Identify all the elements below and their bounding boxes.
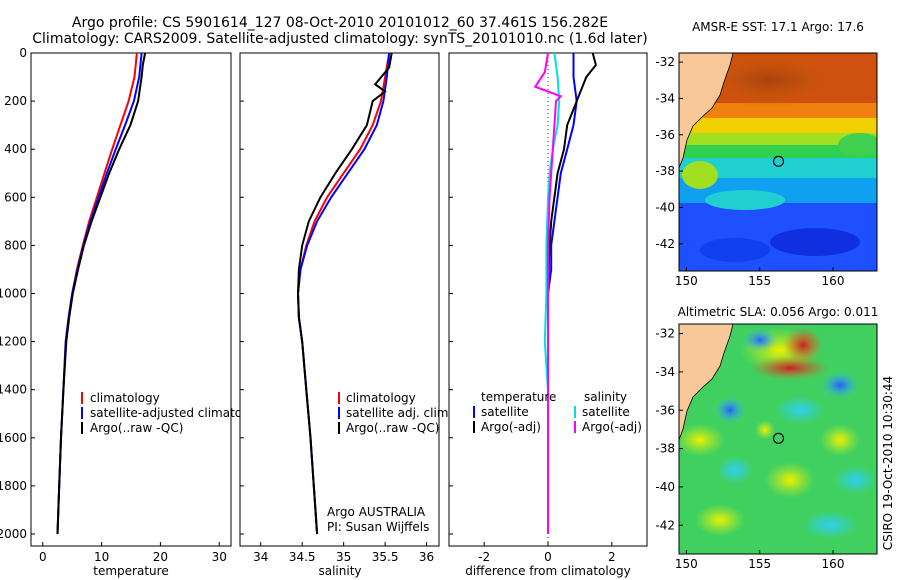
- y-tick-label: 600: [4, 190, 27, 204]
- legend-item-climatology: climatology: [90, 391, 160, 405]
- difference-legend: temperature salinity satellite Argo(-adj…: [473, 390, 642, 434]
- argo-location-marker: [772, 432, 785, 444]
- salinity-x-label: salinity: [318, 564, 361, 578]
- map-x-tick-label: 150: [675, 274, 698, 288]
- map-x-tick-label: 160: [822, 274, 845, 288]
- sst-map-x-ticks: 150 155 160: [675, 267, 845, 288]
- credit-text: Argo AUSTRALIA: [327, 505, 426, 519]
- map-y-tick-label: -40: [655, 200, 675, 214]
- map-y-tick-label: -42: [655, 237, 675, 251]
- sst-map-y-ticks: -32 -34 -36 -38 -40 -42: [655, 55, 683, 251]
- legend-item-satellite-adj-clim: satellite adj. clim.: [346, 406, 452, 420]
- y-tick-label: 200: [4, 94, 27, 108]
- y-tick-label: 1400: [0, 383, 27, 397]
- sla-map-y-ticks: -32 -34 -36 -38 -40 -42: [655, 327, 683, 532]
- x-tick-label: 0: [544, 550, 552, 564]
- x-tick-label: 35: [336, 550, 351, 564]
- timestamp-text: CSIRO 19-Oct-2010 10:30:44: [881, 376, 895, 550]
- y-tick-label: 1600: [0, 431, 27, 445]
- map-x-tick-label: 155: [748, 274, 771, 288]
- header-line-2: Climatology: CARS2009. Satellite-adjuste…: [32, 31, 648, 47]
- legend-title-salinity: salinity: [584, 390, 627, 404]
- x-tick-label: -2: [478, 550, 490, 564]
- x-tick-label: 34: [253, 550, 268, 564]
- x-tick-label: 35.5: [372, 550, 399, 564]
- map-y-tick-label: -38: [655, 442, 675, 456]
- temperature-profile-panel: 0 10 20 30 0 200 400 600 800 1000 1200 1400 1600 180…: [0, 46, 268, 578]
- difference-x-ticks: -2 0 2: [478, 542, 616, 564]
- difference-profile-panel: -2 0 2 difference from climatology tempera…: [448, 52, 648, 578]
- series-line-2: [296, 52, 393, 535]
- series-line-2: [56, 52, 147, 535]
- legend-item-climatology: climatology: [346, 391, 416, 405]
- y-tick-label: 1800: [0, 479, 27, 493]
- sla-map-panel: Altimetric SLA: 0.056 Argo: 0.011 150 155…: [655, 305, 878, 571]
- map-x-tick-label: 160: [822, 557, 845, 571]
- map-y-tick-label: -34: [655, 91, 675, 105]
- y-tick-label: 400: [4, 142, 27, 156]
- series-line-3: [533, 52, 563, 534]
- temperature-legend: climatology satellite-adjusted climatolo…: [81, 391, 268, 435]
- legend-title-temperature: temperature: [481, 390, 556, 404]
- legend-item-sal-satellite: satellite: [582, 405, 630, 419]
- x-tick-label: 2: [608, 550, 616, 564]
- depth-y-ticks: 0 200 400 600 800 1000 1200 1400 1600 1800 2000: [0, 46, 35, 541]
- y-tick-label: 1000: [0, 286, 27, 300]
- temperature-x-ticks: 0 10 20 30: [39, 542, 227, 564]
- header-line-1: Argo profile: CS 5901614_127 08-Oct-2010…: [71, 15, 609, 31]
- salinity-x-ticks: 34 34.5 35 35.5 36: [253, 542, 434, 564]
- salinity-series: [296, 52, 393, 535]
- difference-x-label: difference from climatology: [465, 564, 631, 578]
- salinity-y-ticks: [240, 52, 244, 535]
- sla-map-x-ticks: 150 155 160: [675, 550, 845, 571]
- sla-heatmap: [679, 324, 877, 554]
- x-tick-label: 0: [39, 550, 47, 564]
- map-y-tick-label: -34: [655, 365, 675, 379]
- argo-location-marker: [772, 155, 785, 167]
- map-y-tick-label: -32: [655, 327, 675, 341]
- temperature-series: [56, 52, 147, 535]
- difference-y-ticks: [449, 52, 453, 535]
- y-tick-label: 2000: [0, 527, 27, 541]
- x-tick-label: 36: [419, 550, 434, 564]
- sla-map-title: Altimetric SLA: 0.056 Argo: 0.011: [678, 305, 879, 319]
- map-y-tick-label: -36: [655, 128, 675, 142]
- y-tick-label: 1200: [0, 335, 27, 349]
- map-y-tick-label: -40: [655, 480, 675, 494]
- difference-series: [533, 52, 597, 534]
- x-tick-label: 10: [94, 550, 109, 564]
- legend-item-argo: Argo(..raw -QC): [90, 421, 183, 435]
- sst-heatmap: [679, 53, 877, 271]
- salinity-legend: climatology satellite adj. clim. Argo(..…: [338, 391, 452, 435]
- legend-item-temp-satellite: satellite: [481, 405, 529, 419]
- legend-item-sal-argo: Argo(-adj): [582, 420, 642, 434]
- map-y-tick-label: -36: [655, 403, 675, 417]
- map-x-tick-label: 150: [675, 557, 698, 571]
- salinity-profile-panel: 34 34.5 35 35.5 36 salinity climatology sate…: [239, 52, 452, 578]
- map-y-tick-label: -42: [655, 518, 675, 532]
- map-y-tick-label: -38: [655, 164, 675, 178]
- pi-text: PI: Susan Wijffels: [327, 520, 429, 534]
- sst-map-panel: AMSR-E SST: 17.1 Argo: 17.6 150 155 160 -3…: [655, 20, 878, 288]
- sst-map-title: AMSR-E SST: 17.1 Argo: 17.6: [692, 20, 864, 34]
- y-tick-label: 800: [4, 238, 27, 252]
- map-y-tick-label: -32: [655, 55, 675, 69]
- legend-item-temp-argo: Argo(-adj): [481, 420, 541, 434]
- map-x-tick-label: 155: [748, 557, 771, 571]
- legend-item-argo: Argo(..raw -QC): [346, 421, 439, 435]
- series-line-1: [547, 52, 597, 534]
- temperature-x-label: temperature: [93, 564, 168, 578]
- x-tick-label: 20: [153, 550, 168, 564]
- legend-item-satellite-adjusted: satellite-adjusted climatology: [90, 406, 268, 420]
- x-tick-label: 30: [212, 550, 227, 564]
- y-tick-label: 0: [19, 46, 27, 60]
- x-tick-label: 34.5: [289, 550, 316, 564]
